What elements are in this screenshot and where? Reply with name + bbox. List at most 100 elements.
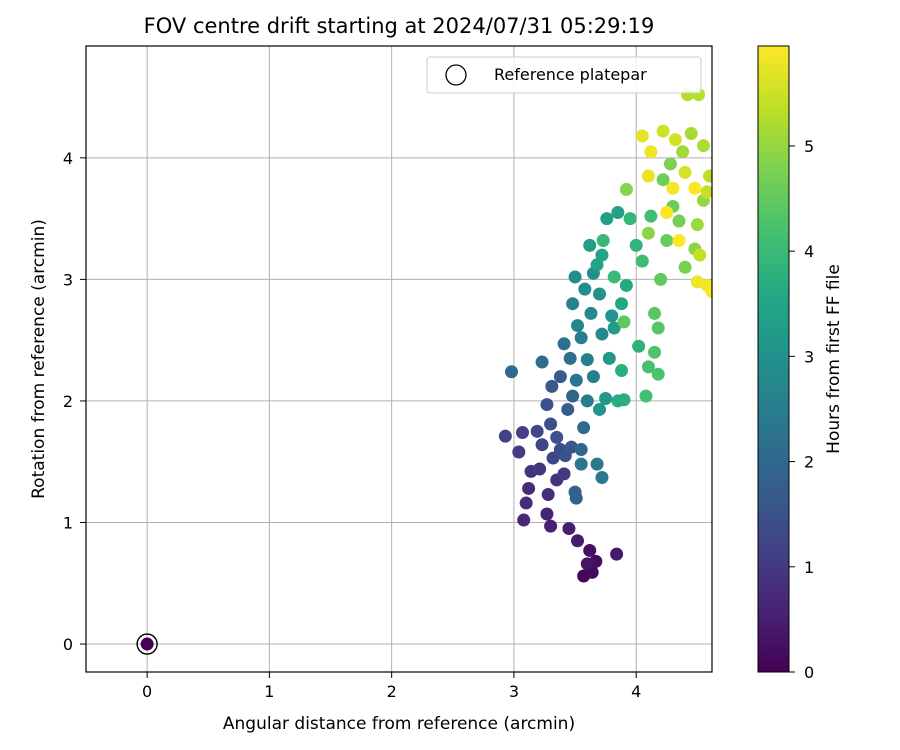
data-point: [690, 218, 704, 232]
data-point: [660, 206, 674, 220]
data-point: [651, 367, 665, 381]
data-point: [648, 345, 662, 359]
colorbar-gradient: [757, 45, 790, 673]
data-point: [619, 278, 633, 292]
x-axis-ticks: 0 1 2 3 4: [142, 672, 641, 701]
data-point: [578, 282, 592, 296]
data-point: [557, 467, 571, 481]
data-point: [515, 426, 529, 440]
colorbar-tick-label: 5: [804, 137, 814, 156]
data-point: [660, 233, 674, 247]
y-tick-label: 4: [63, 149, 73, 168]
data-point: [568, 270, 582, 284]
data-point: [678, 165, 692, 179]
data-point: [530, 424, 544, 438]
colorbar: 0 1 2 3 4 5 Hours from first FF file: [757, 45, 844, 682]
data-point: [639, 389, 653, 403]
data-point: [635, 254, 649, 268]
data-point: [512, 445, 526, 459]
scatter-points: [140, 88, 712, 651]
data-point: [690, 275, 704, 289]
data-point: [564, 440, 578, 454]
data-point: [545, 379, 559, 393]
data-point: [535, 438, 549, 452]
data-point: [641, 226, 655, 240]
data-point: [140, 637, 154, 651]
data-point: [668, 133, 682, 147]
data-point: [593, 402, 607, 416]
data-point: [635, 129, 649, 143]
y-axis-ticks: 0 1 2 3 4: [63, 149, 86, 654]
data-point: [562, 522, 576, 536]
reference-ring: [136, 633, 158, 655]
legend-marker: [445, 64, 467, 86]
data-point: [656, 124, 670, 138]
data-point: [615, 364, 629, 378]
data-point: [600, 212, 614, 226]
data-point: [583, 543, 597, 557]
data-point: [644, 145, 658, 159]
data-point: [544, 519, 558, 533]
reference-marker: [136, 633, 158, 655]
data-point: [607, 270, 621, 284]
data-point: [629, 238, 643, 252]
data-point: [672, 233, 686, 247]
data-point: [676, 145, 690, 159]
data-point: [678, 260, 692, 274]
data-point: [666, 181, 680, 195]
data-point: [596, 233, 610, 247]
data-point: [641, 360, 655, 374]
data-point: [583, 238, 597, 252]
x-tick-label: 2: [387, 682, 397, 701]
data-point: [703, 169, 712, 183]
colorbar-label: Hours from first FF file: [824, 264, 844, 454]
data-point: [519, 496, 533, 510]
data-point: [700, 185, 712, 199]
data-point: [595, 248, 609, 262]
data-point: [623, 212, 637, 226]
data-point: [544, 417, 558, 431]
x-tick-label: 4: [631, 682, 641, 701]
data-point: [522, 481, 536, 495]
y-tick-label: 2: [63, 392, 73, 411]
data-point: [553, 370, 567, 384]
data-point: [651, 321, 665, 335]
data-point: [590, 457, 604, 471]
data-point: [696, 139, 710, 153]
colorbar-ticks: 0 1 2 3 4 5: [789, 137, 814, 682]
y-tick-label: 1: [63, 513, 73, 532]
data-point: [705, 285, 712, 299]
colorbar-tick-label: 4: [804, 242, 814, 261]
grid-lines: [86, 46, 712, 672]
colorbar-tick-label: 2: [804, 453, 814, 472]
data-point: [580, 394, 594, 408]
data-point: [504, 365, 518, 379]
data-point: [540, 507, 554, 521]
x-axis-label: Angular distance from reference (arcmin): [223, 714, 575, 734]
data-point: [615, 297, 629, 311]
data-point: [580, 353, 594, 367]
data-point: [569, 373, 583, 387]
data-point: [498, 429, 512, 443]
data-point: [684, 127, 698, 141]
data-point: [535, 355, 549, 369]
chart-title: FOV centre drift starting at 2024/07/31 …: [144, 14, 655, 38]
legend: Reference platepar: [426, 56, 702, 94]
data-point: [586, 370, 600, 384]
data-point: [619, 182, 633, 196]
data-point: [693, 248, 707, 262]
data-point: [607, 321, 621, 335]
data-point: [610, 547, 624, 561]
data-point: [571, 319, 585, 333]
y-axis-label: Rotation from reference (arcmin): [29, 219, 49, 499]
data-point: [663, 157, 677, 171]
data-point: [656, 173, 670, 187]
data-point: [593, 287, 607, 301]
plot-frame: [85, 45, 713, 673]
data-point: [577, 421, 591, 435]
colorbar-tick-label: 1: [804, 558, 814, 577]
data-point: [584, 306, 598, 320]
legend-label: Reference platepar: [494, 65, 647, 84]
colorbar-tick-label: 3: [804, 347, 814, 366]
